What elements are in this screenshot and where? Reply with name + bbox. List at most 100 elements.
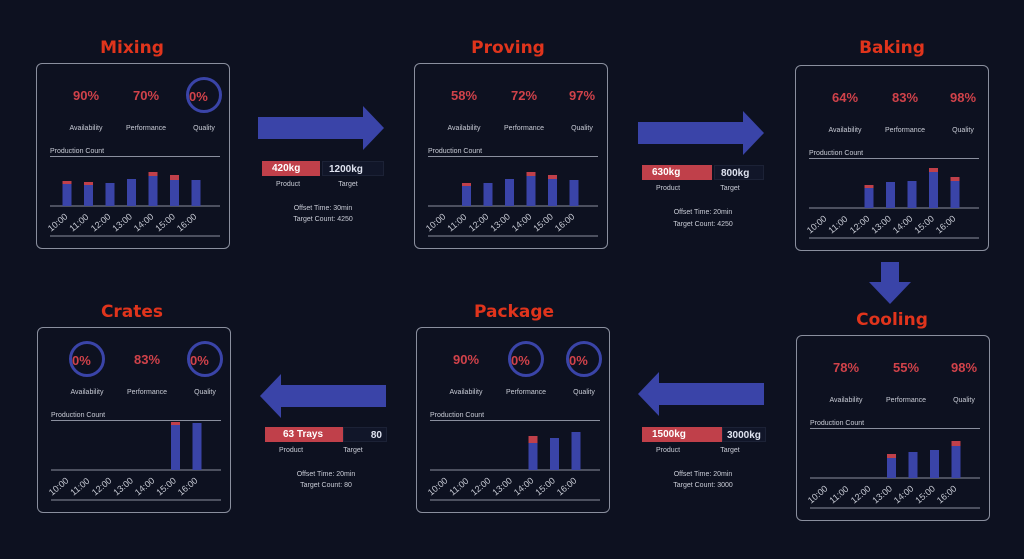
performance-metric: 0%	[508, 341, 544, 377]
bar-defect-16:00	[950, 177, 960, 181]
quality-metric: 97%	[552, 88, 612, 103]
target-count: Target Count: 3000	[673, 482, 733, 489]
availability-metric: 90%	[436, 352, 496, 367]
tick-label: 12:00	[89, 211, 113, 233]
chart-divider	[51, 420, 221, 421]
availability-label: Availability	[829, 397, 863, 404]
tick-label: 12:00	[469, 475, 493, 497]
bar-13:00	[887, 458, 896, 478]
bar-15:00	[930, 450, 939, 478]
bar-15:00	[170, 180, 179, 206]
availability-label: Availability	[449, 389, 483, 396]
chart-divider	[50, 156, 220, 157]
target-count: Target Count: 4250	[293, 216, 353, 223]
bar-16:00	[191, 180, 201, 206]
performance-label: Performance	[125, 125, 167, 132]
station-panel-proving: 58% Availability 72% Performance 97% Quality P…	[414, 63, 608, 249]
product-amount: 420kg	[262, 161, 320, 176]
station-title-cooling: Cooling	[856, 310, 928, 330]
tick-label: 16:00	[555, 475, 579, 497]
bar-defect-15:00	[929, 168, 938, 172]
performance-label: Performance	[505, 389, 547, 396]
tick-label: 14:00	[133, 475, 157, 497]
performance-value: 72%	[510, 88, 538, 103]
bar-defect-11:00	[462, 183, 471, 186]
bar-16:00	[569, 180, 579, 206]
product-amount: 630kg	[642, 165, 712, 180]
tick-label: 13:00	[869, 213, 893, 235]
target-count: Target Count: 4250	[673, 221, 733, 228]
bar-14:00	[907, 181, 917, 208]
station-panel-mixing: 90% Availability 70% Performance 0% Quality Pr…	[36, 63, 230, 249]
left-arrow-icon	[260, 374, 386, 418]
bar-13:00	[127, 179, 136, 206]
bar-defect-11:00	[84, 182, 93, 185]
station-title-baking: Baking	[859, 38, 925, 58]
target-label: Target	[343, 447, 363, 454]
bar-defect-14:00	[528, 436, 538, 443]
quality-label: Quality	[193, 125, 215, 132]
tick-label: 10:00	[46, 211, 70, 233]
quality-metric: 0%	[187, 341, 223, 377]
tick-label: 14:00	[892, 483, 916, 505]
availability-metric: 78%	[816, 360, 876, 375]
availability-value: 64%	[831, 90, 859, 105]
down-arrow-icon	[869, 262, 911, 304]
left-arrow-icon	[638, 372, 764, 416]
tick-label: 11:00	[445, 212, 468, 234]
bar-16:00	[950, 181, 960, 208]
quality-value: 0%	[569, 353, 588, 368]
station-panel-baking: 64% Availability 83% Performance 98% Quality P…	[795, 65, 989, 251]
tick-label: 10:00	[805, 213, 829, 235]
bar-15:00	[929, 172, 938, 208]
chart-divider	[810, 428, 980, 429]
availability-value: 90%	[72, 88, 100, 103]
station-title-proving: Proving	[471, 38, 545, 58]
tick-label: 15:00	[154, 475, 178, 497]
tick-label: 10:00	[424, 211, 448, 233]
availability-metric: 64%	[815, 90, 875, 105]
bar-16:00	[192, 423, 202, 470]
tick-label: 14:00	[891, 213, 915, 235]
performance-value: 55%	[892, 360, 920, 375]
bar-16:00	[571, 432, 581, 470]
availability-value: 58%	[450, 88, 478, 103]
bar-14:00	[528, 443, 538, 470]
station-title-crates: Crates	[100, 302, 164, 322]
performance-label: Performance	[885, 397, 927, 404]
tick-label: 12:00	[849, 483, 873, 505]
quality-label: Quality	[571, 125, 593, 132]
tick-label: 11:00	[826, 214, 849, 236]
product-label: Product	[655, 185, 681, 192]
station-panel-cooling: 78% Availability 55% Performance 98% Quality P…	[796, 335, 990, 521]
product-label: Product	[275, 181, 301, 188]
performance-metric: 83%	[875, 90, 935, 105]
tick-label: 11:00	[67, 212, 90, 234]
bar-15:00	[550, 438, 559, 470]
quality-label: Quality	[194, 389, 216, 396]
quality-value: 98%	[950, 360, 978, 375]
bar-defect-15:00	[170, 175, 179, 180]
tick-label: 13:00	[870, 483, 894, 505]
target-amount: 800kg	[714, 165, 764, 180]
performance-label: Performance	[503, 125, 545, 132]
tick-label: 11:00	[827, 484, 850, 506]
station-panel-crates: 0% Availability 83% Performance 0% Quality Pro…	[37, 327, 231, 513]
tick-label: 15:00	[913, 483, 937, 505]
bar-14:00	[526, 176, 536, 206]
tick-label: 13:00	[111, 475, 135, 497]
quality-metric: 98%	[934, 360, 994, 375]
tick-label: 15:00	[531, 211, 555, 233]
tick-label: 11:00	[447, 476, 470, 498]
performance-value: 83%	[891, 90, 919, 105]
tick-label: 15:00	[153, 211, 177, 233]
availability-label: Availability	[447, 125, 481, 132]
station-panel-package: 90% Availability 0% Performance 0% Quality Pro…	[416, 327, 610, 513]
performance-label: Performance	[126, 389, 168, 396]
performance-label: Performance	[884, 127, 926, 134]
performance-metric: 83%	[117, 352, 177, 367]
